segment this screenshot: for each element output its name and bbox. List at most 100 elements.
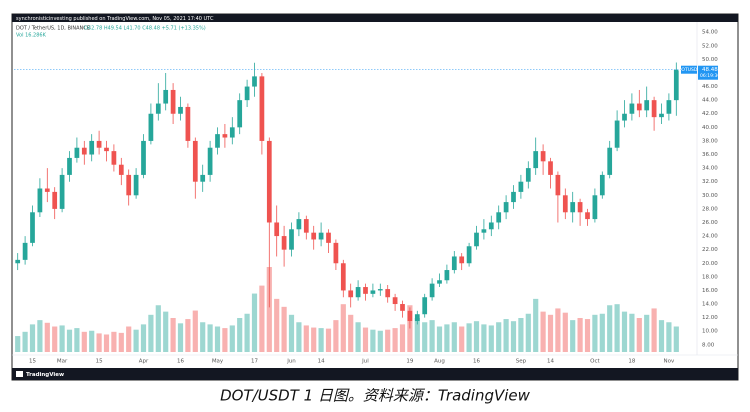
candle-body xyxy=(200,174,206,182)
candle-body xyxy=(363,287,368,294)
logo: TradingView xyxy=(26,372,64,378)
candle-body xyxy=(281,236,287,250)
candle-body xyxy=(414,314,420,322)
candle-body xyxy=(474,232,479,247)
volume-bar xyxy=(44,322,50,352)
x-tick-label: Jul xyxy=(361,359,369,365)
candle-body xyxy=(259,76,265,141)
x-tick-label: 18 xyxy=(628,359,635,365)
x-tick-label: Mar xyxy=(57,359,68,365)
y-tick-label: 36.00 xyxy=(702,152,718,158)
volume-bar xyxy=(436,326,443,352)
y-tick-label: 8.00 xyxy=(702,342,715,348)
candle-body xyxy=(96,140,102,148)
volume-bar xyxy=(540,311,546,352)
volume-bar xyxy=(570,320,576,352)
price-tag-box xyxy=(681,65,697,74)
volume-bar xyxy=(629,313,635,352)
volume-bar xyxy=(96,333,102,352)
volume-bar xyxy=(621,311,628,352)
volume-bar xyxy=(577,318,583,352)
candle-body xyxy=(229,127,235,138)
volume-bar xyxy=(562,312,568,352)
x-tick-label: 15 xyxy=(96,359,103,365)
y-tick-label: 16.00 xyxy=(702,288,718,294)
candle-body xyxy=(15,259,21,264)
candle-body xyxy=(111,151,117,165)
x-tick-label: Nov xyxy=(664,359,675,365)
y-tick-label: 32.00 xyxy=(702,179,718,185)
candle-body xyxy=(533,151,539,169)
volume-bar xyxy=(126,326,132,352)
volume-bar xyxy=(533,298,539,352)
volume-bar xyxy=(348,314,354,352)
candle-body xyxy=(192,140,198,182)
price-label-box xyxy=(698,65,718,80)
candle-body xyxy=(607,147,613,175)
candle-body xyxy=(622,113,627,121)
volume-bar xyxy=(118,332,124,352)
candle-body xyxy=(59,174,65,209)
candle-body xyxy=(155,103,161,114)
candle-body xyxy=(451,256,457,271)
volume-bar xyxy=(259,285,265,352)
candle-body xyxy=(614,120,620,148)
candle-body xyxy=(555,174,561,196)
volume-bar xyxy=(459,326,465,352)
volume-bar xyxy=(333,320,339,352)
bottom-bar xyxy=(12,368,738,380)
candle-body xyxy=(22,242,28,260)
candle-body xyxy=(570,202,576,213)
x-tick-label: Jun xyxy=(286,359,296,365)
x-tick-label: 14 xyxy=(547,359,554,365)
candle-body xyxy=(577,202,583,213)
candle-body xyxy=(30,212,35,243)
volume-bar xyxy=(599,313,605,352)
x-tick-label: Sep xyxy=(516,359,527,365)
volume-bar xyxy=(74,328,80,352)
volume-bar xyxy=(251,293,258,352)
y-tick-label: 26.00 xyxy=(702,220,718,226)
volume-bar xyxy=(163,311,169,352)
candle-body xyxy=(666,100,672,114)
volume-bar xyxy=(422,322,428,352)
x-tick-label: 19 xyxy=(406,359,413,365)
candle-body xyxy=(562,195,568,213)
candle-body xyxy=(318,232,324,240)
candle-body xyxy=(400,304,405,311)
candle-body xyxy=(89,140,95,155)
volume-bar xyxy=(636,318,642,352)
y-tick-label: 30.00 xyxy=(702,193,718,199)
volume-bar xyxy=(133,329,139,352)
volume-bar xyxy=(229,325,235,352)
y-tick-label: 10.00 xyxy=(702,329,718,335)
candle-body xyxy=(67,157,72,175)
candle-body xyxy=(237,100,243,128)
candle-body xyxy=(118,164,124,175)
volume-bar xyxy=(207,324,213,352)
volume-bar xyxy=(607,305,613,352)
volume-bar xyxy=(311,327,317,352)
volume-bar xyxy=(399,324,406,352)
candle-body xyxy=(511,191,516,203)
volume-bar xyxy=(444,324,450,352)
volume-bar xyxy=(555,308,561,352)
candle-body xyxy=(348,290,354,298)
y-tick-label: 52.00 xyxy=(702,43,718,49)
volume-bar xyxy=(525,313,531,352)
candle-body xyxy=(651,100,657,118)
x-tick-label: 14 xyxy=(318,359,325,365)
candle-body xyxy=(585,212,590,220)
candle-body xyxy=(422,297,428,315)
volume-bar xyxy=(414,318,420,352)
volume-bar xyxy=(510,321,517,352)
volume-bar xyxy=(185,319,191,352)
candle-body xyxy=(185,106,191,141)
symbol: DOT / TetherUS, 1D, BINANCE xyxy=(16,26,90,32)
ohlc-legend: O42.78 H49.54 L41.70 C48.48 +5.71 (+13.3… xyxy=(84,26,206,32)
volume-bar xyxy=(473,321,480,352)
candle-body xyxy=(659,113,664,118)
candle-body xyxy=(673,69,679,101)
publisher: synchronisticinvesting published on Trad… xyxy=(16,16,214,22)
